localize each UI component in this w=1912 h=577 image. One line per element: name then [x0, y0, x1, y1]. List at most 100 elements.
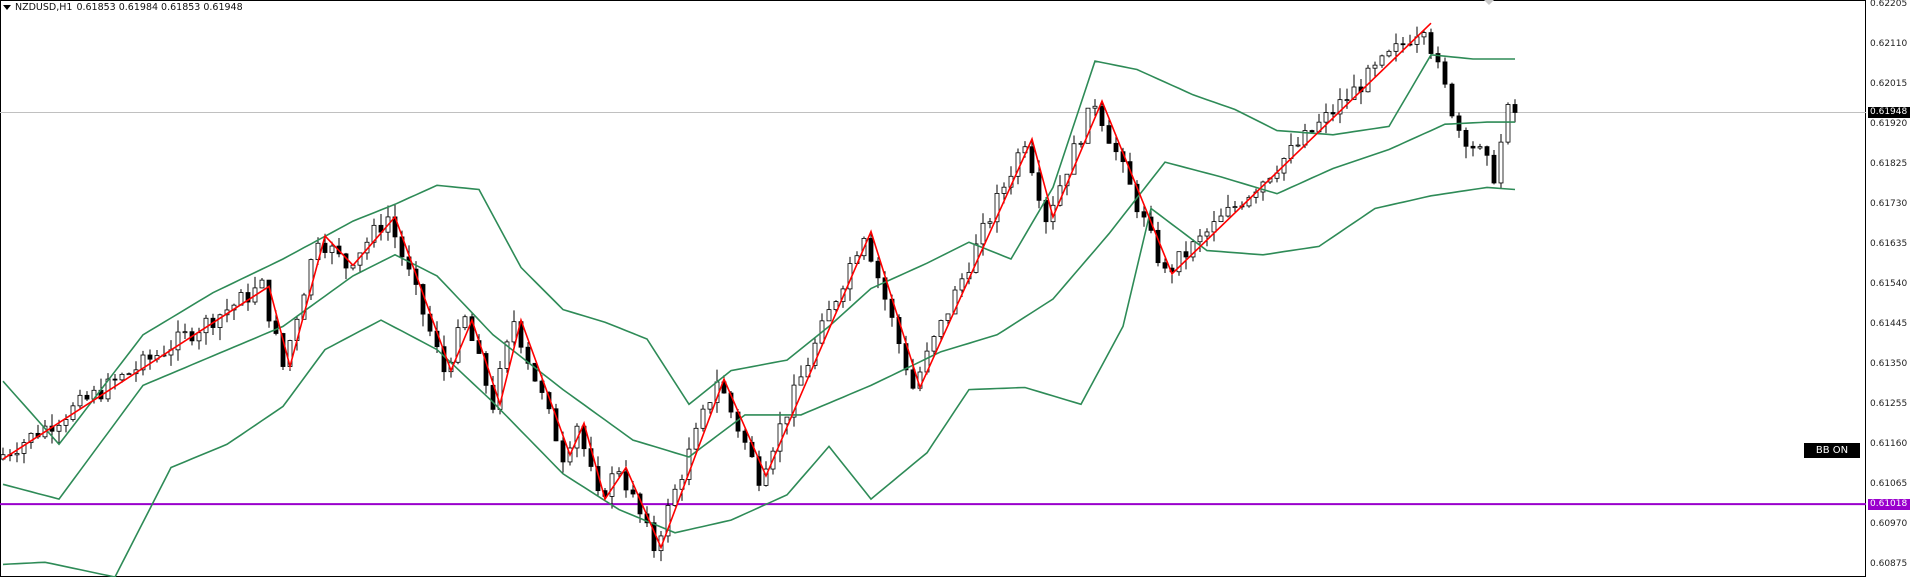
candle-body [756, 456, 762, 486]
horizontal-line-price-tag: 0.61018 [1868, 498, 1910, 510]
candle-body [1225, 206, 1231, 217]
ohlc-values: 0.61853 0.61984 0.61853 0.61948 [76, 2, 243, 13]
candle-body [686, 448, 692, 480]
candle-body [1190, 241, 1196, 258]
candle-body [1470, 145, 1476, 149]
candle-body [1491, 154, 1497, 184]
candle-body [693, 427, 699, 450]
candle-body [1309, 130, 1315, 133]
candle-body [175, 331, 181, 351]
candle-body [196, 332, 202, 342]
candle-body [952, 289, 958, 315]
scroll-marker-icon [1484, 0, 1494, 5]
candle-body [1204, 231, 1210, 237]
candle-body [833, 301, 839, 311]
candle-body [126, 373, 132, 376]
candle-body [1232, 206, 1238, 209]
candle-body [938, 320, 944, 337]
candle-body [147, 354, 153, 360]
candle-body [1337, 99, 1343, 115]
candle-body [217, 314, 223, 328]
candle-body [875, 260, 881, 279]
candle-body [1036, 172, 1042, 201]
candle-body [623, 471, 629, 491]
candle-body [1442, 61, 1448, 85]
price-tick-label: 0.62015 [1870, 79, 1908, 90]
candle-body [329, 245, 335, 253]
candle-body [1512, 104, 1518, 113]
price-chart[interactable] [0, 0, 1866, 577]
candle-body [1071, 143, 1077, 175]
candle-body [1351, 86, 1357, 101]
candle-body [1498, 141, 1504, 184]
candle-body [322, 242, 328, 253]
candle-body [1162, 262, 1168, 269]
price-axis[interactable]: 0.62205 0.62110 0.62015 0.61920 0.61825 0.617… [1866, 0, 1912, 577]
candle-body [1106, 125, 1112, 144]
candle-body [1001, 186, 1007, 194]
price-tick-label: 0.61350 [1870, 359, 1908, 370]
price-tick-label: 0.61730 [1870, 199, 1908, 210]
candle-body [1330, 112, 1336, 115]
chart-area[interactable]: NZDUSD,H1 0.61853 0.61984 0.61853 0.6194… [0, 0, 1866, 577]
candle-body [1211, 221, 1217, 233]
candle-body [945, 313, 951, 321]
candle-body [700, 408, 706, 429]
candle-body [1484, 146, 1490, 156]
candle-body [1099, 105, 1105, 126]
price-tick-label: 0.61825 [1870, 159, 1908, 170]
candle-body [1365, 67, 1371, 93]
symbol-header: NZDUSD,H1 0.61853 0.61984 0.61853 0.6194… [3, 2, 243, 13]
candle-body [1505, 104, 1511, 143]
candle-body [868, 237, 874, 262]
candle-body [308, 259, 314, 296]
candle-body [1113, 142, 1119, 153]
chart-frame [0, 0, 1866, 577]
candle-body [959, 278, 965, 291]
candle-body [14, 453, 20, 456]
candle-body [1372, 64, 1378, 69]
candle-body [980, 222, 986, 245]
candle-body [931, 336, 937, 352]
candle-body [1386, 50, 1392, 57]
candle-body [665, 505, 671, 537]
candle-body [119, 373, 125, 381]
price-tick-label: 0.61920 [1870, 119, 1908, 130]
candle-body [721, 381, 727, 394]
candle-body [1295, 144, 1301, 147]
candle-body [1393, 43, 1399, 52]
candle-body [1141, 211, 1147, 218]
candle-body [742, 430, 748, 443]
candle-body [84, 394, 90, 400]
candle-body [532, 362, 538, 382]
candle-body [1421, 32, 1427, 38]
candle-body [672, 488, 678, 506]
candle-body [1449, 83, 1455, 117]
candle-body [266, 279, 272, 322]
candle-body [1085, 107, 1091, 144]
price-tick-label: 0.61635 [1870, 239, 1908, 250]
candle-body [1428, 32, 1434, 54]
candle-body [112, 378, 118, 381]
candle-body [1379, 55, 1385, 66]
candle-body [1043, 199, 1049, 223]
candle-body [1078, 142, 1084, 145]
collapse-triangle-icon[interactable] [3, 5, 11, 10]
candle-body [1477, 146, 1483, 149]
candle-body [1435, 53, 1441, 63]
candle-body [791, 384, 797, 418]
candle-body [728, 392, 734, 413]
price-tick-label: 0.61065 [1870, 479, 1908, 490]
price-tick-label: 0.61255 [1870, 399, 1908, 410]
candle-body [525, 346, 531, 364]
candle-body [560, 440, 566, 463]
price-tick-label: 0.60970 [1870, 519, 1908, 530]
candle-body [28, 432, 34, 443]
candle-body [896, 317, 902, 345]
candle-body [21, 442, 27, 454]
candle-body [469, 316, 475, 342]
candle-body [574, 425, 580, 449]
candle-body [553, 408, 559, 442]
bb-indicator-badge[interactable]: BB ON [1804, 443, 1860, 458]
candle-body [987, 221, 993, 224]
